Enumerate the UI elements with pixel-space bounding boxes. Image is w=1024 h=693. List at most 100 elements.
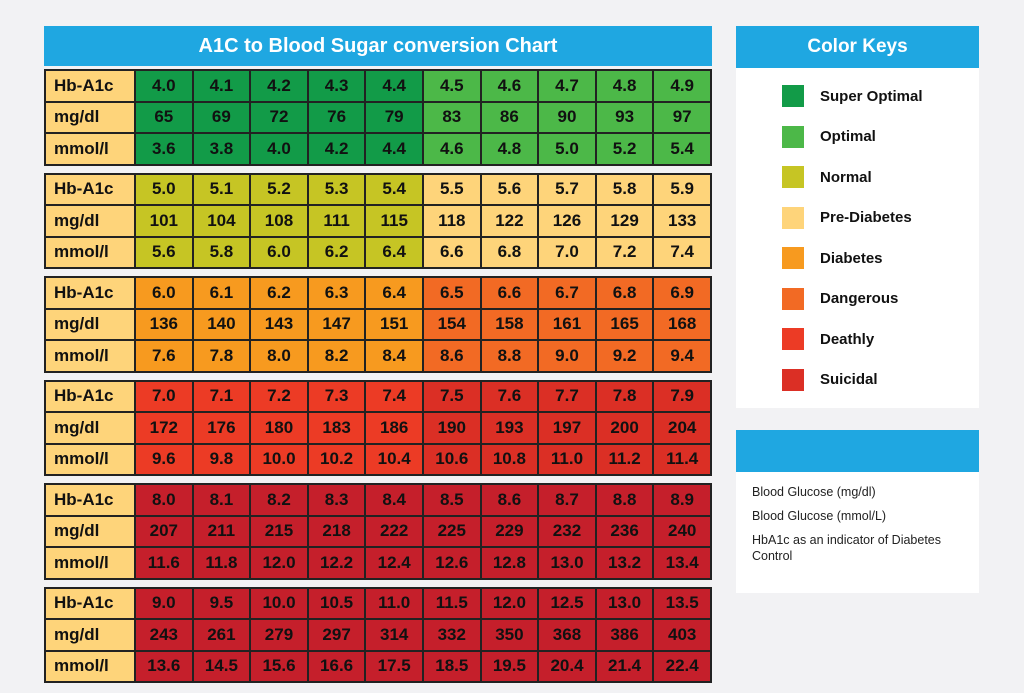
- value-cell: 176: [193, 413, 250, 443]
- color-key-label: Diabetes: [820, 249, 883, 267]
- value-cell: 8.1: [193, 485, 250, 515]
- value-cell: 183: [308, 413, 365, 443]
- value-cell: 8.4: [366, 341, 422, 371]
- value-cell: 12.4: [366, 548, 422, 578]
- note-mgdl: Blood Glucose (mg/dl): [752, 485, 876, 499]
- value-cell: 7.0: [136, 381, 192, 411]
- color-swatch: [782, 206, 804, 229]
- value-cell: 161: [539, 309, 595, 339]
- color-swatch: [782, 287, 804, 310]
- value-cell: 222: [366, 516, 422, 546]
- value-cell: 229: [481, 516, 538, 546]
- color-swatch: [782, 166, 804, 189]
- color-swatch: [782, 85, 804, 108]
- value-cell: 8.6: [481, 485, 538, 515]
- value-cell: 6.4: [366, 278, 422, 308]
- color-key-item: Super Optimal: [736, 76, 979, 117]
- value-cell: 5.8: [596, 174, 653, 204]
- value-cell: 6.9: [654, 278, 710, 308]
- color-key-item: Pre-Diabetes: [736, 198, 979, 239]
- chart-title: A1C to Blood Sugar conversion Chart: [44, 26, 712, 66]
- value-cell: 4.9: [654, 71, 710, 101]
- conversion-table: Hb-A1c 4.0 4.1 4.2 4.3 4.4 4.5 4.6 4.7 4.8 4.9 mg/d…: [44, 69, 712, 690]
- row-label: mg/dl: [46, 309, 134, 339]
- value-cell: 13.4: [654, 548, 710, 578]
- value-cell: 215: [251, 516, 307, 546]
- value-cell: 243: [136, 620, 192, 650]
- value-cell: 5.8: [193, 237, 250, 267]
- value-cell: 10.2: [308, 444, 365, 474]
- value-cell: 65: [136, 102, 192, 132]
- color-keys-card: Color Keys Super Optimal Optimal Normal Pre…: [736, 26, 979, 408]
- value-cell: 7.9: [654, 381, 710, 411]
- value-cell: 5.3: [308, 174, 365, 204]
- value-cell: 3.8: [193, 134, 250, 164]
- value-cell: 10.8: [481, 444, 538, 474]
- color-key-label: Optimal: [820, 128, 876, 146]
- value-cell: 143: [251, 309, 307, 339]
- value-cell: 4.6: [423, 134, 480, 164]
- value-cell: 133: [654, 206, 710, 236]
- value-cell: 190: [423, 413, 480, 443]
- value-cell: 5.4: [366, 174, 422, 204]
- value-cell: 111: [308, 206, 365, 236]
- value-cell: 136: [136, 309, 192, 339]
- value-cell: 22.4: [654, 651, 710, 681]
- note-hba1c: HbA1c as an indicator of Diabetes Contro…: [752, 533, 941, 563]
- value-cell: 154: [423, 309, 480, 339]
- value-cell: 12.0: [481, 588, 538, 618]
- value-cell: 4.8: [596, 71, 653, 101]
- value-cell: 6.0: [136, 278, 192, 308]
- value-cell: 7.0: [539, 237, 595, 267]
- value-cell: 126: [539, 206, 595, 236]
- value-cell: 5.6: [481, 174, 538, 204]
- value-cell: 72: [251, 102, 307, 132]
- value-cell: 97: [654, 102, 710, 132]
- value-cell: 204: [654, 413, 710, 443]
- value-cell: 6.5: [423, 278, 480, 308]
- value-cell: 11.4: [654, 444, 710, 474]
- value-cell: 6.8: [481, 237, 538, 267]
- value-cell: 4.4: [366, 71, 422, 101]
- value-cell: 225: [423, 516, 480, 546]
- value-cell: 6.4: [366, 237, 422, 267]
- table-block: Hb-A1c 5.0 5.1 5.2 5.3 5.4 5.5 5.6 5.7 5.8 5.9 mg/d…: [44, 172, 712, 269]
- value-cell: 8.4: [366, 485, 422, 515]
- value-cell: 7.4: [654, 237, 710, 267]
- value-cell: 12.6: [423, 548, 480, 578]
- value-cell: 4.2: [251, 71, 307, 101]
- value-cell: 101: [136, 206, 192, 236]
- row-label: mg/dl: [46, 620, 134, 650]
- value-cell: 5.2: [596, 134, 653, 164]
- value-cell: 5.2: [251, 174, 307, 204]
- value-cell: 122: [481, 206, 538, 236]
- value-cell: 8.6: [423, 341, 480, 371]
- value-cell: 9.0: [539, 341, 595, 371]
- value-cell: 172: [136, 413, 192, 443]
- value-cell: 8.2: [308, 341, 365, 371]
- value-cell: 6.1: [193, 278, 250, 308]
- value-cell: 7.6: [136, 341, 192, 371]
- value-cell: 10.5: [308, 588, 365, 618]
- value-cell: 12.0: [251, 548, 307, 578]
- value-cell: 7.6: [481, 381, 538, 411]
- value-cell: 368: [539, 620, 595, 650]
- value-cell: 10.4: [366, 444, 422, 474]
- row-label: mmol/l: [46, 134, 134, 164]
- table-block: Hb-A1c 7.0 7.1 7.2 7.3 7.4 7.5 7.6 7.7 7.8 7.9 mg/d…: [44, 379, 712, 476]
- table-block: Hb-A1c 8.0 8.1 8.2 8.3 8.4 8.5 8.6 8.7 8.8 8.9 mg/d…: [44, 483, 712, 580]
- color-key-item: Dangerous: [736, 279, 979, 320]
- value-cell: 350: [481, 620, 538, 650]
- value-cell: 297: [308, 620, 365, 650]
- value-cell: 9.8: [193, 444, 250, 474]
- value-cell: 18.5: [423, 651, 480, 681]
- row-label: mg/dl: [46, 413, 134, 443]
- value-cell: 7.3: [308, 381, 365, 411]
- value-cell: 13.6: [136, 651, 192, 681]
- value-cell: 6.0: [251, 237, 307, 267]
- value-cell: 4.3: [308, 71, 365, 101]
- value-cell: 6.6: [423, 237, 480, 267]
- value-cell: 197: [539, 413, 595, 443]
- color-swatch: [782, 328, 804, 351]
- value-cell: 20.4: [539, 651, 595, 681]
